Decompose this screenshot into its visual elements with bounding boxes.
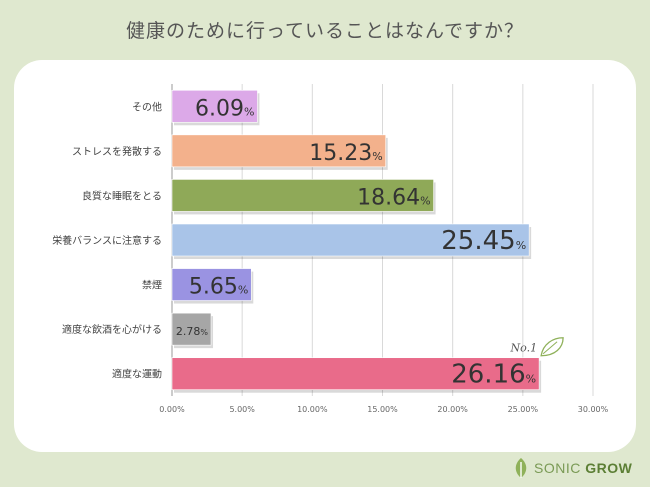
value-label: 2.78% [176,325,209,338]
bar [171,179,434,212]
bar [171,268,252,301]
category-label: 良質な睡眠をとる [82,189,162,202]
chart-title: 健康のために行っていることはなんですか？ [125,20,525,42]
x-tick-label: 20.00% [437,405,468,414]
category-label: その他 [132,100,162,113]
x-tick-label: 25.00% [508,405,539,414]
category-label: 適度な飲酒を心がける [62,323,162,336]
bar [171,312,212,346]
x-tick-label: 5.00% [229,405,255,414]
value-label: 5.65% [189,275,248,300]
brand-logo: SONIC GROW [512,456,632,480]
no1-annotation: No.1 [510,342,538,355]
no1-leaf-vein [542,341,558,355]
bar [171,89,258,123]
x-tick-label: 15.00% [367,405,398,414]
bar [171,357,540,391]
value-label: 18.64% [357,185,430,210]
no1-leaf-icon [540,337,564,357]
value-label: 25.45% [441,226,526,256]
x-tick-label: 10.00% [297,405,328,414]
bar [171,134,387,168]
category-label: 適度な運動 [112,368,162,381]
value-label: 15.23% [309,141,382,166]
x-tick-label: 0.00% [159,405,185,414]
leaf-icon [515,458,527,478]
category-label: 栄養バランスに注意する [52,234,162,247]
value-label: 26.16% [451,360,536,390]
bar [171,223,530,257]
x-tick-label: 30.00% [578,405,609,414]
category-label: ストレスを発散する [72,145,162,158]
brand-name: SONIC GROW [534,460,633,476]
category-label: 禁煙 [142,280,162,292]
value-label: 6.09% [195,96,254,121]
